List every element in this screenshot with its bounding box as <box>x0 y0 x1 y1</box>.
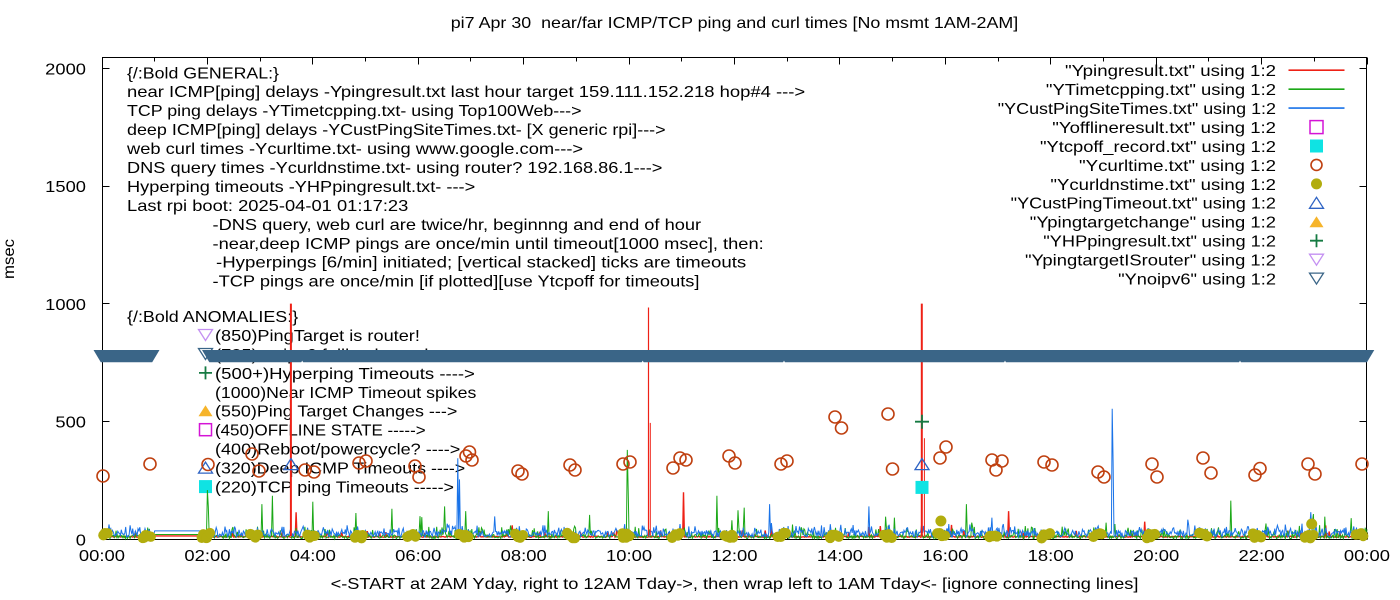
svg-text:(550)Ping Target Changes --->: (550)Ping Target Changes ---> <box>215 404 457 421</box>
svg-text:near ICMP[ping] delays -Ypingr: near ICMP[ping] delays -Ypingresult.txt … <box>127 84 805 101</box>
svg-text:<-START at 2AM Yday, right to: <-START at 2AM Yday, right to 12AM Tday-… <box>331 576 1139 593</box>
svg-text:Hyperping timeouts -YHPpingres: Hyperping timeouts -YHPpingresult.txt- -… <box>127 179 475 196</box>
svg-text:(850)PingTarget is router!: (850)PingTarget is router! <box>215 328 420 345</box>
svg-text:-Hyperpings [6/min] initiated;: -Hyperpings [6/min] initiated; [vertical… <box>216 255 746 272</box>
svg-text:"YTimetcpping.txt" using 1:2: "YTimetcpping.txt" using 1:2 <box>1046 82 1276 99</box>
svg-text:"Ycurltime.txt" using 1:2: "Ycurltime.txt" using 1:2 <box>1079 158 1276 175</box>
svg-text:(400)Reboot/powercycle? ---->: (400)Reboot/powercycle? ----> <box>215 442 460 459</box>
svg-text:06:00: 06:00 <box>395 548 441 565</box>
svg-text:(220)TCP ping Timeouts ----->: (220)TCP ping Timeouts -----> <box>215 480 454 497</box>
svg-text:"YCustPingTimeout.txt" using 1: "YCustPingTimeout.txt" using 1:2 <box>1011 196 1276 213</box>
svg-text:(1000)Near ICMP Timeout spikes: (1000)Near ICMP Timeout spikes <box>215 385 476 402</box>
svg-text:Last rpi boot: 2025-04-01 01:1: Last rpi boot: 2025-04-01 01:17:23 <box>127 198 408 215</box>
svg-text:14:00: 14:00 <box>817 548 863 565</box>
svg-text:(500+)Hyperping Timeouts ---->: (500+)Hyperping Timeouts ----> <box>215 366 475 383</box>
svg-text:"Ycurldnstime.txt" using 1:2: "Ycurldnstime.txt" using 1:2 <box>1050 177 1276 194</box>
svg-text:pi7 Apr 30 near/far ICMP/TCP: pi7 Apr 30 near/far ICMP/TCP ping and cu… <box>451 15 1019 32</box>
svg-text:22:00: 22:00 <box>1239 548 1285 565</box>
svg-text:web curl times -Ycurltime.txt-: web curl times -Ycurltime.txt- using www… <box>126 141 583 158</box>
svg-text:"YCustPingSiteTimes.txt" using: "YCustPingSiteTimes.txt" using 1:2 <box>998 101 1276 118</box>
svg-text:"YpingtargetISrouter" using 1:: "YpingtargetISrouter" using 1:2 <box>1025 253 1276 270</box>
svg-text:04:00: 04:00 <box>290 548 336 565</box>
svg-text:{/:Bold ANOMALIES:}: {/:Bold ANOMALIES:} <box>127 309 299 326</box>
svg-text:"Yofflineresult.txt" using 1:2: "Yofflineresult.txt" using 1:2 <box>1052 120 1276 137</box>
svg-text:10:00: 10:00 <box>606 548 652 565</box>
svg-text:-DNS query, web curl are twice: -DNS query, web curl are twice/hr, begin… <box>213 217 702 234</box>
svg-text:20:00: 20:00 <box>1133 548 1179 565</box>
svg-text:500: 500 <box>55 415 86 432</box>
svg-text:(450)OFFLINE STATE ----->: (450)OFFLINE STATE -----> <box>215 423 426 440</box>
svg-text:{/:Bold GENERAL:}: {/:Bold GENERAL:} <box>127 65 280 82</box>
svg-text:2000: 2000 <box>45 61 86 78</box>
svg-text:"YHPpingresult.txt" using 1:2: "YHPpingresult.txt" using 1:2 <box>1043 234 1276 251</box>
svg-text:-TCP pings are once/min [if pl: -TCP pings are once/min [if plotted][use… <box>213 274 700 291</box>
svg-text:18:00: 18:00 <box>1028 548 1074 565</box>
svg-text:"Ypingresult.txt" using 1:2: "Ypingresult.txt" using 1:2 <box>1065 63 1276 80</box>
svg-text:0: 0 <box>76 532 86 549</box>
svg-text:"Ypingtargetchange" using 1:2: "Ypingtargetchange" using 1:2 <box>1030 215 1276 232</box>
svg-text:-near,deep ICMP pings are once: -near,deep ICMP pings are once/min until… <box>213 236 764 253</box>
svg-text:(320)Deep ICMP Timeouts ---->: (320)Deep ICMP Timeouts ----> <box>215 461 465 478</box>
svg-text:08:00: 08:00 <box>501 548 547 565</box>
svg-text:02:00: 02:00 <box>184 548 230 565</box>
svg-text:TCP ping delays -YTimetcpping.: TCP ping delays -YTimetcpping.txt- using… <box>127 103 582 120</box>
svg-text:"Ynoipv6" using 1:2: "Ynoipv6" using 1:2 <box>1118 272 1276 289</box>
svg-text:deep ICMP[ping] delays -YCustP: deep ICMP[ping] delays -YCustPingSiteTim… <box>127 122 666 139</box>
svg-text:1000: 1000 <box>45 297 86 314</box>
svg-text:12:00: 12:00 <box>711 548 757 565</box>
svg-text:1500: 1500 <box>45 179 86 196</box>
svg-text:00:00: 00:00 <box>79 548 125 565</box>
svg-text:DNS query times -Ycurldnstime.: DNS query times -Ycurldnstime.txt- using… <box>127 160 662 177</box>
svg-text:16:00: 16:00 <box>922 548 968 565</box>
svg-text:msec: msec <box>1 239 18 279</box>
svg-text:00:00: 00:00 <box>1344 548 1390 565</box>
svg-text:"Ytcpoff_record.txt" using 1:2: "Ytcpoff_record.txt" using 1:2 <box>1040 139 1276 156</box>
